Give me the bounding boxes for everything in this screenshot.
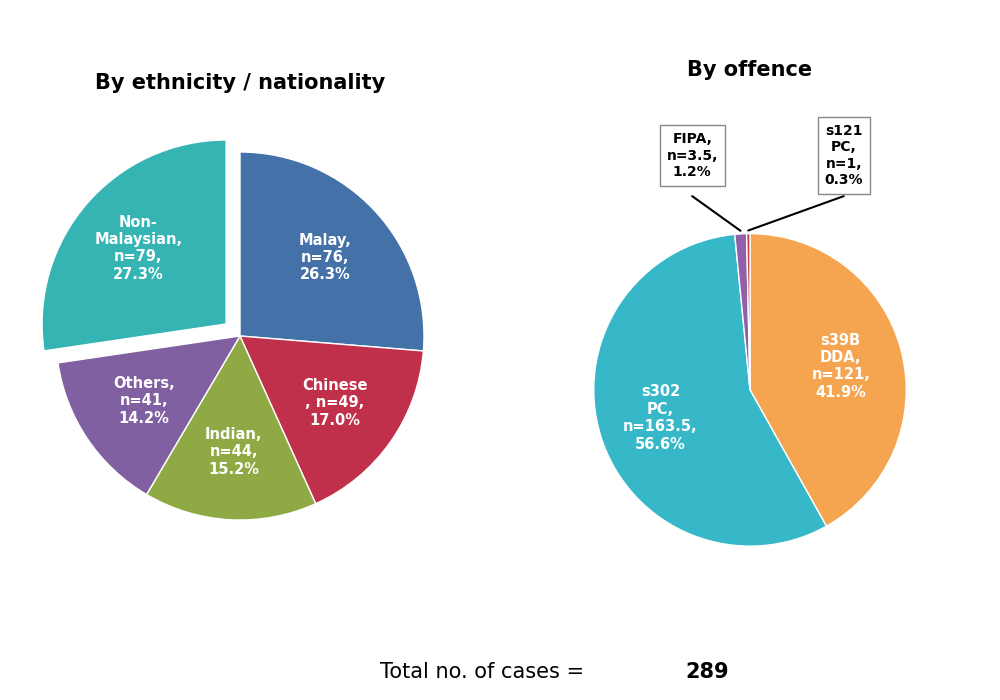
Text: Total no. of cases =: Total no. of cases = — [380, 662, 591, 682]
Text: 289: 289 — [685, 662, 729, 682]
Title: By offence: By offence — [687, 60, 813, 80]
Text: Non-
Malaysian,
n=79,
27.3%: Non- Malaysian, n=79, 27.3% — [94, 215, 182, 282]
Text: Malay,
n=76,
26.3%: Malay, n=76, 26.3% — [299, 232, 352, 282]
Wedge shape — [735, 234, 750, 390]
Text: s39B
DDA,
n=121,
41.9%: s39B DDA, n=121, 41.9% — [811, 332, 870, 400]
Text: Indian,
n=44,
15.2%: Indian, n=44, 15.2% — [205, 427, 262, 477]
Text: Others,
n=41,
14.2%: Others, n=41, 14.2% — [113, 376, 175, 426]
Title: By ethnicity / nationality: By ethnicity / nationality — [95, 74, 385, 93]
Text: FIPA,
n=3.5,
1.2%: FIPA, n=3.5, 1.2% — [666, 132, 718, 178]
Wedge shape — [240, 152, 424, 351]
Wedge shape — [42, 140, 226, 351]
Wedge shape — [594, 234, 826, 546]
Text: s121
PC,
n=1,
0.3%: s121 PC, n=1, 0.3% — [824, 124, 863, 187]
Wedge shape — [147, 336, 316, 520]
Wedge shape — [58, 336, 240, 494]
Wedge shape — [240, 336, 423, 504]
Text: Chinese
, n=49,
17.0%: Chinese , n=49, 17.0% — [302, 378, 367, 428]
Wedge shape — [747, 234, 750, 390]
Wedge shape — [750, 234, 906, 526]
Text: s302
PC,
n=163.5,
56.6%: s302 PC, n=163.5, 56.6% — [623, 384, 698, 452]
